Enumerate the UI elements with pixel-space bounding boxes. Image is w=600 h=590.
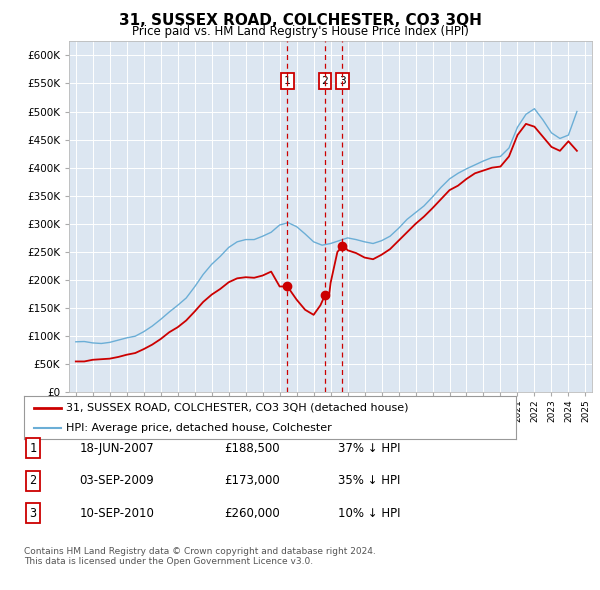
Text: This data is licensed under the Open Government Licence v3.0.: This data is licensed under the Open Gov… — [24, 558, 313, 566]
Text: 3: 3 — [339, 76, 346, 86]
Text: 35% ↓ HPI: 35% ↓ HPI — [338, 474, 400, 487]
Text: £188,500: £188,500 — [224, 442, 280, 455]
Text: 37% ↓ HPI: 37% ↓ HPI — [338, 442, 400, 455]
Text: 10% ↓ HPI: 10% ↓ HPI — [338, 507, 400, 520]
Text: 31, SUSSEX ROAD, COLCHESTER, CO3 3QH: 31, SUSSEX ROAD, COLCHESTER, CO3 3QH — [119, 13, 481, 28]
Text: HPI: Average price, detached house, Colchester: HPI: Average price, detached house, Colc… — [66, 424, 332, 433]
Text: 10-SEP-2010: 10-SEP-2010 — [80, 507, 154, 520]
Text: 31, SUSSEX ROAD, COLCHESTER, CO3 3QH (detached house): 31, SUSSEX ROAD, COLCHESTER, CO3 3QH (de… — [66, 403, 409, 413]
Text: 1: 1 — [29, 442, 37, 455]
Text: 2: 2 — [322, 76, 328, 86]
Text: 03-SEP-2009: 03-SEP-2009 — [80, 474, 154, 487]
Text: 1: 1 — [284, 76, 291, 86]
Text: Contains HM Land Registry data © Crown copyright and database right 2024.: Contains HM Land Registry data © Crown c… — [24, 547, 376, 556]
Text: 2: 2 — [29, 474, 37, 487]
Text: 3: 3 — [29, 507, 37, 520]
Text: £173,000: £173,000 — [224, 474, 280, 487]
Text: Price paid vs. HM Land Registry's House Price Index (HPI): Price paid vs. HM Land Registry's House … — [131, 25, 469, 38]
Text: 18-JUN-2007: 18-JUN-2007 — [80, 442, 154, 455]
Text: £260,000: £260,000 — [224, 507, 280, 520]
